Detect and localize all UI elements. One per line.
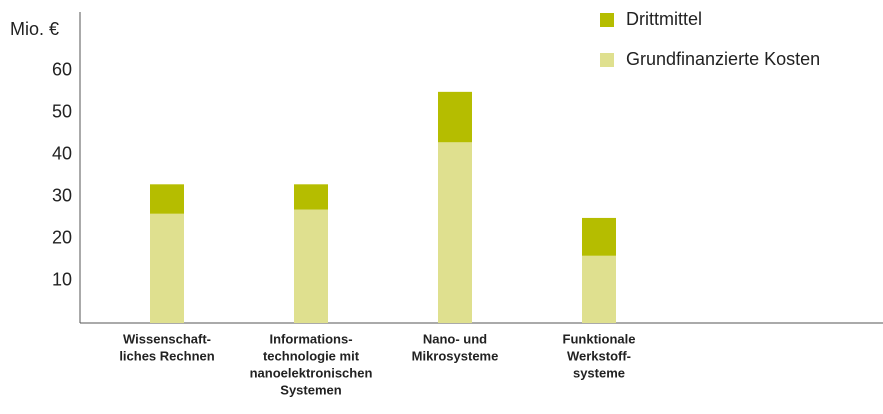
- legend-swatch: [600, 13, 614, 27]
- bar-segment: [150, 213, 184, 323]
- x-tick-label: Wissenschaft-: [123, 331, 211, 346]
- x-tick-label: Systemen: [280, 382, 341, 397]
- bar-segment: [582, 217, 616, 256]
- bar-segment: [582, 255, 616, 323]
- x-tick-label: Informations-: [269, 331, 352, 346]
- y-tick-label: 40: [52, 144, 72, 164]
- bar-segment: [294, 184, 328, 210]
- bar-segment: [438, 142, 472, 323]
- x-tick-label: Nano- und: [423, 331, 487, 346]
- bar-segment: [150, 184, 184, 214]
- y-tick-label: 10: [52, 270, 72, 290]
- legend-label: Drittmittel: [626, 9, 702, 29]
- x-tick-label: Funktionale: [563, 331, 636, 346]
- legend-label: Grundfinanzierte Kosten: [626, 49, 820, 69]
- bar-segment: [438, 91, 472, 143]
- y-tick-label: 50: [52, 102, 72, 122]
- y-tick-label: 60: [52, 60, 72, 80]
- x-tick-label: systeme: [573, 365, 625, 380]
- legend-swatch: [600, 53, 614, 67]
- x-tick-label: liches Rechnen: [119, 348, 214, 363]
- x-tick-label: nanoelektronischen: [250, 365, 373, 380]
- y-tick-label: 30: [52, 186, 72, 206]
- y-tick-label: 20: [52, 228, 72, 248]
- y-axis-label: Mio. €: [10, 19, 59, 39]
- bar-segment: [294, 209, 328, 323]
- x-tick-label: technologie mit: [263, 348, 360, 363]
- x-tick-label: Mikrosysteme: [412, 348, 499, 363]
- x-tick-label: Werkstoff-: [567, 348, 631, 363]
